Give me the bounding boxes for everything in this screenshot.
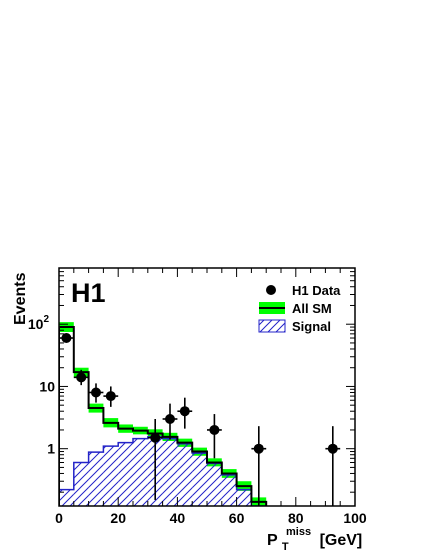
x-tick-label: 100 xyxy=(343,510,367,526)
data-point xyxy=(150,432,161,443)
x-axis-label-sup: miss xyxy=(286,526,311,538)
data-point xyxy=(165,413,175,424)
legend: H1 Data All SM Signal xyxy=(258,283,341,334)
data-point xyxy=(76,372,87,383)
y-tick-label: 102 xyxy=(28,314,50,332)
signal-bar xyxy=(73,462,89,506)
signal-bar xyxy=(118,442,133,506)
x-axis-label-unit: [GeV] xyxy=(320,532,363,549)
x-tick-label: 40 xyxy=(170,510,186,526)
signal-bar xyxy=(192,453,207,506)
legend-data-marker xyxy=(266,285,276,295)
x-axis-label-sub: T xyxy=(282,541,289,553)
signal-bar xyxy=(236,489,252,506)
signal-bar xyxy=(59,489,74,506)
legend-signal-label: Signal xyxy=(292,319,331,334)
x-tick-label: 80 xyxy=(288,510,304,526)
signal-bar xyxy=(177,443,193,506)
signal-bar xyxy=(88,452,104,506)
signal-bar xyxy=(103,446,119,506)
legend-sm-label: All SM xyxy=(292,301,332,316)
signal-bar xyxy=(221,474,237,506)
data-point xyxy=(253,443,264,454)
data-point xyxy=(327,443,338,454)
x-tick-label: 0 xyxy=(55,510,63,526)
data-point xyxy=(105,391,116,402)
y-tick-label: 10 xyxy=(39,378,55,394)
data-point xyxy=(179,406,190,417)
legend-entry-sm: All SM xyxy=(259,301,332,316)
data-point xyxy=(61,333,72,344)
x-tick-label: 20 xyxy=(110,510,126,526)
x-axis-label: P T miss [GeV] xyxy=(267,522,362,553)
x-tick-label: 60 xyxy=(229,510,245,526)
signal-bar xyxy=(207,463,222,506)
x-axis-label-main: P xyxy=(267,532,278,549)
legend-signal-swatch xyxy=(258,319,286,333)
signal-bar xyxy=(162,438,178,506)
experiment-label: H1 xyxy=(71,278,106,308)
y-axis-label: Events xyxy=(12,272,29,325)
legend-data-label: H1 Data xyxy=(292,283,341,298)
signal-bar xyxy=(133,438,148,506)
legend-entry-data: H1 Data xyxy=(266,283,341,298)
legend-entry-signal: Signal xyxy=(258,319,331,334)
plot-frame xyxy=(58,267,356,507)
y-tick-label: 1 xyxy=(47,441,55,457)
sm-line xyxy=(59,326,268,506)
data-point xyxy=(91,387,101,398)
data-point xyxy=(209,424,220,435)
